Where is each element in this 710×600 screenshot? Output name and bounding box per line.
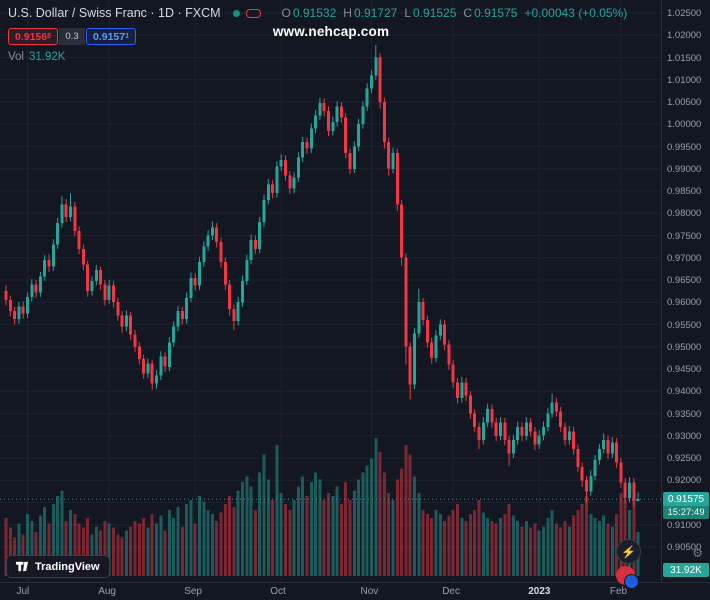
price-tick-label: 0.98000 [667, 208, 702, 220]
tradingview-logo-text: TradingView [35, 560, 100, 573]
time-axis[interactable]: Jul Aug Sep Oct Nov Dec 2023 Feb [0, 582, 710, 600]
price-tick-label: 1.00000 [667, 119, 702, 131]
broker-pair-button[interactable] [616, 566, 639, 589]
last-price-value: 0.91575 [663, 492, 709, 507]
ohlc-values: O 0.91532 H 0.91727 L 0.91525 C 0.91575 +0.0… [275, 6, 628, 20]
status-pill-icon [245, 8, 261, 18]
price-tick-label: 0.97000 [667, 252, 702, 264]
site-watermark: www.nehcap.com [272, 24, 390, 39]
time-tick-label: Dec [442, 586, 460, 597]
close-label: C [463, 6, 473, 20]
time-tick-label: Nov [360, 586, 379, 597]
price-tick-label: 0.98500 [667, 186, 702, 197]
open-value: 0.91532 [292, 6, 337, 20]
high-label: H [343, 6, 352, 20]
tradingview-logo-icon [16, 561, 29, 572]
price-tick-label: 0.94000 [667, 386, 702, 398]
price-axis[interactable]: 0.91575 15:27:49 31.92K ⚙ 1.02500 1.02000… [661, 0, 710, 582]
volume-legend: Vol 31.92K [8, 51, 627, 65]
price-tick-label: 0.90500 [667, 542, 702, 553]
open-label: O [281, 6, 291, 20]
last-price-badge: 0.91575 15:27:49 [663, 492, 709, 520]
price-tick-label: 0.99000 [667, 163, 702, 175]
close-value: 0.91575 [474, 6, 518, 20]
price-tick-label: 0.95000 [667, 341, 702, 353]
price-tick-label: 0.95500 [667, 319, 702, 331]
volume-label: Vol [8, 51, 24, 63]
quick-action-buttons: ⚡ [616, 539, 641, 589]
lightning-icon: ⚡ [621, 544, 636, 559]
time-tick-label: Oct [270, 586, 286, 597]
sell-button[interactable]: 0.9156 8 [8, 28, 58, 45]
price-tick-label: 0.92500 [667, 453, 702, 464]
time-tick-label: Jul [16, 586, 30, 597]
volume-axis-badge: 31.92K [663, 563, 709, 577]
high-value: 0.91727 [353, 6, 398, 20]
price-tick-label: 1.02500 [667, 8, 702, 19]
time-tick-label: Feb [609, 586, 628, 597]
low-value: 0.91525 [413, 6, 457, 20]
time-tick-label: Sep [184, 586, 202, 597]
price-tick-label: 1.00500 [667, 97, 702, 108]
gear-icon[interactable]: ⚙ [692, 546, 703, 560]
tradingview-logo[interactable]: TradingView [6, 555, 110, 578]
price-tick-label: 0.96500 [667, 275, 702, 286]
time-tick-label: 2023 [528, 586, 551, 597]
change-value: +0.00043 (+0.05%) [524, 6, 628, 20]
price-tick-label: 0.91000 [667, 519, 702, 531]
low-label: L [404, 6, 412, 20]
price-tick-label: 0.93500 [667, 408, 702, 420]
lightning-button[interactable]: ⚡ [616, 539, 641, 564]
bar-countdown: 15:27:49 [663, 506, 709, 520]
price-tick-label: 0.93000 [667, 430, 702, 442]
volume-value: 31.92K [29, 51, 66, 63]
price-tick-label: 1.01000 [667, 74, 702, 86]
price-tick-label: 1.01500 [667, 52, 702, 64]
time-tick-label: Aug [98, 586, 116, 597]
price-tick-label: 0.94500 [667, 364, 702, 375]
symbol-title[interactable]: U.S. Dollar / Swiss Franc · 1D · FXCM [8, 6, 221, 20]
price-tick-label: 0.99500 [667, 141, 702, 153]
blue-circle-icon [624, 574, 639, 589]
price-tick-label: 0.92000 [667, 475, 702, 487]
buy-button[interactable]: 0.9157 1 [86, 28, 136, 45]
spread-value: 0.3 [59, 28, 85, 45]
price-tick-label: 0.96000 [667, 297, 702, 309]
price-tick-label: 0.97500 [667, 230, 702, 242]
market-open-dot-icon [232, 9, 240, 17]
price-tick-label: 1.02000 [667, 30, 702, 42]
